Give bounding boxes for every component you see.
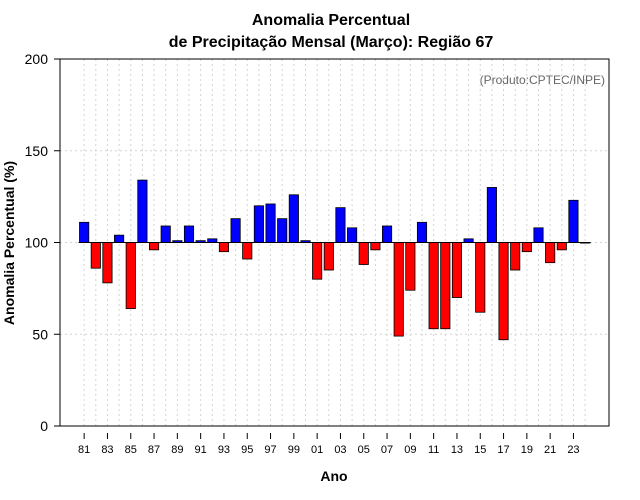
x-tick-label-93: 93 [218,444,230,456]
x-tick-label-11: 11 [428,444,439,456]
bar-1987 [148,242,160,251]
product-credit: (Produto:CPTEC/INPE) [480,73,605,87]
x-tick-label-97: 97 [264,444,276,456]
bar-2006 [370,242,381,251]
x-tick-label-03: 03 [334,444,346,456]
x-tick-label-01: 01 [311,444,323,456]
bar-1983 [102,242,113,284]
x-tick-label-81: 81 [78,444,90,456]
bar-2022 [556,242,567,251]
bars [79,179,591,341]
chart-title-line-1: Anomalia Percentual [252,12,410,29]
x-tick-label-83: 83 [101,444,113,456]
bar-1982 [90,242,101,269]
bar-2023 [568,199,579,243]
y-tick-label-200: 200 [25,51,49,67]
bar-1992 [207,238,218,243]
y-tick-label-150: 150 [25,143,49,159]
bar-2003 [335,207,346,243]
bar-2011 [428,242,439,330]
x-tick-label-95: 95 [241,444,253,456]
x-tick-label-09: 09 [404,444,416,456]
bar-2008 [393,242,404,337]
x-tick-label-85: 85 [125,444,137,456]
bar-1984 [114,234,125,243]
x-tick-label-21: 21 [544,444,556,456]
bar-1996 [253,205,264,243]
bar-1999 [288,194,299,243]
x-tick-label-05: 05 [358,444,370,456]
bar-2002 [323,242,334,271]
x-tick-label-89: 89 [171,444,183,456]
y-axis-label: Anomalia Percentual (%) [1,161,17,325]
bar-1981 [79,221,90,243]
x-tick-label-13: 13 [451,444,463,456]
bar-2021 [545,242,556,264]
bar-2009 [405,242,416,291]
bar-1990 [183,225,195,243]
bar-2015 [475,242,486,313]
bar-2013 [451,242,462,298]
y-tick-label-50: 50 [32,326,48,342]
bar-2010 [416,221,428,243]
x-tick-label-19: 19 [521,444,533,456]
bar-2007 [381,225,393,243]
x-tick-label-17: 17 [497,444,509,456]
bar-2014 [463,238,474,243]
bar-1988 [160,225,171,243]
y-tick-label-0: 0 [40,418,48,434]
axes: 0 50 100 150 200 81 83 85 87 89 91 93 95 97 99 01 03 05 07… [25,51,610,456]
chart-title-line-2: de Precipitação Mensal (Março): Região 6… [169,34,494,51]
x-tick-label-07: 07 [381,444,393,456]
bar-1995 [242,242,253,260]
y-tick-label-100: 100 [25,235,49,251]
bar-1998 [277,218,288,243]
bar-2005 [358,242,369,265]
bar-1986 [137,179,148,243]
bar-2016 [486,187,497,243]
x-tick-label-15: 15 [474,444,486,456]
bar-1994 [230,218,241,243]
bar-2004 [347,227,358,243]
x-tick-label-87: 87 [148,444,160,456]
bar-2012 [440,242,451,330]
grid-lines [60,58,609,427]
bar-1993 [218,242,230,253]
bar-2001 [312,242,323,280]
x-axis-label: Ano [320,468,347,484]
x-tick-label-99: 99 [288,444,300,456]
bar-1997 [265,203,276,243]
x-tick-label-91: 91 [195,444,207,456]
bar-2019 [521,242,532,253]
bar-2018 [510,242,521,271]
bar-2017 [498,242,509,341]
x-tick-label-23: 23 [567,444,579,456]
bar-1985 [125,242,136,309]
bar-2020 [533,227,544,243]
